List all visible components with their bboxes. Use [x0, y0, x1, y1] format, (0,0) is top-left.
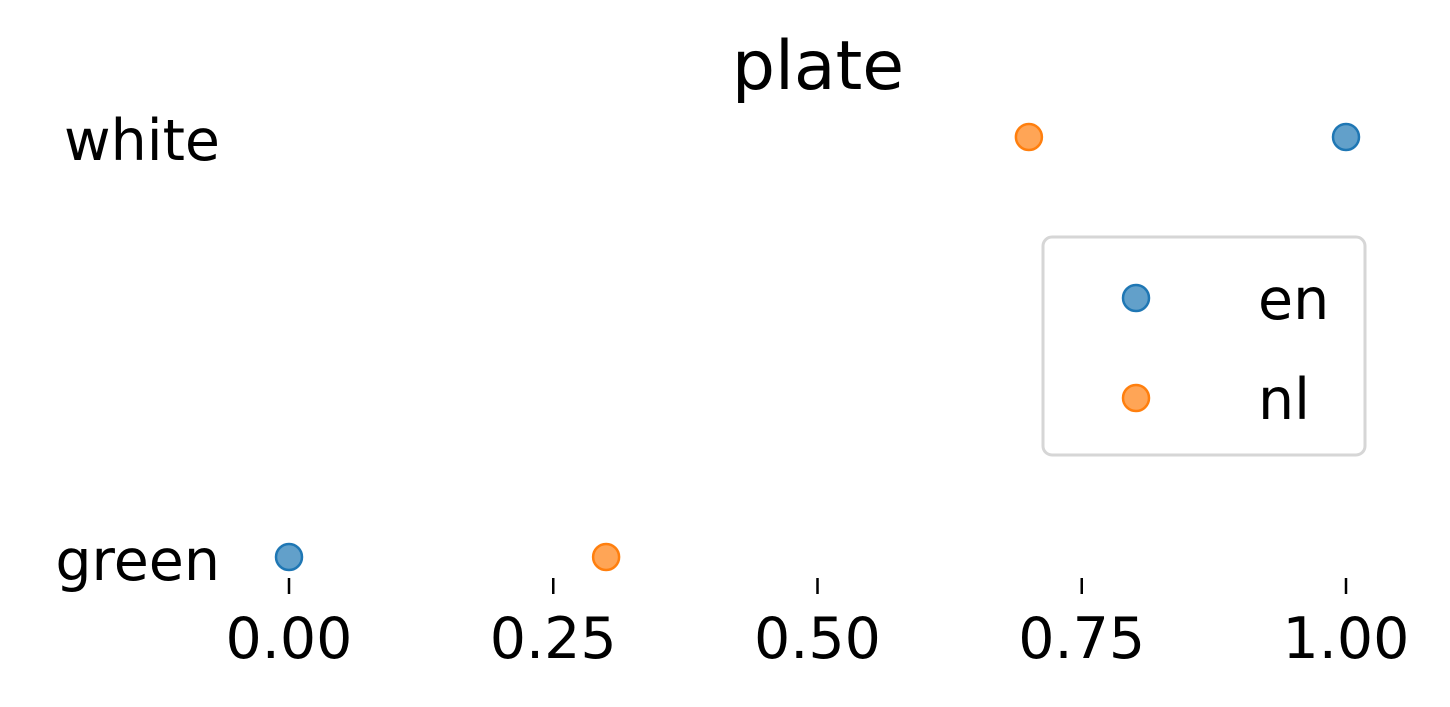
- chart-title: plate: [732, 27, 904, 106]
- x-axis: 0.00 0.25 0.50 0.75 1.00: [226, 578, 1410, 672]
- legend-label-en: en: [1258, 267, 1329, 333]
- point-en-white: [1331, 122, 1361, 152]
- legend: en nl: [1041, 235, 1367, 457]
- y-tick-labels: green white: [55, 108, 220, 594]
- point-en-green: [274, 542, 304, 572]
- legend-marker-nl: [1121, 383, 1151, 413]
- y-tick-label-white: white: [64, 108, 220, 174]
- x-tick-label: 1.00: [1283, 606, 1410, 672]
- data-points: [274, 122, 1361, 572]
- y-tick-label-green: green: [55, 528, 220, 594]
- legend-marker-en: [1121, 283, 1151, 313]
- x-tick-label: 0.25: [490, 606, 617, 672]
- point-nl-green: [591, 542, 621, 572]
- x-tick-label: 0.50: [754, 606, 881, 672]
- legend-label-nl: nl: [1258, 367, 1310, 433]
- point-nl-white: [1014, 122, 1044, 152]
- x-tick-label: 0.00: [226, 606, 353, 672]
- x-tick-label: 0.75: [1018, 606, 1145, 672]
